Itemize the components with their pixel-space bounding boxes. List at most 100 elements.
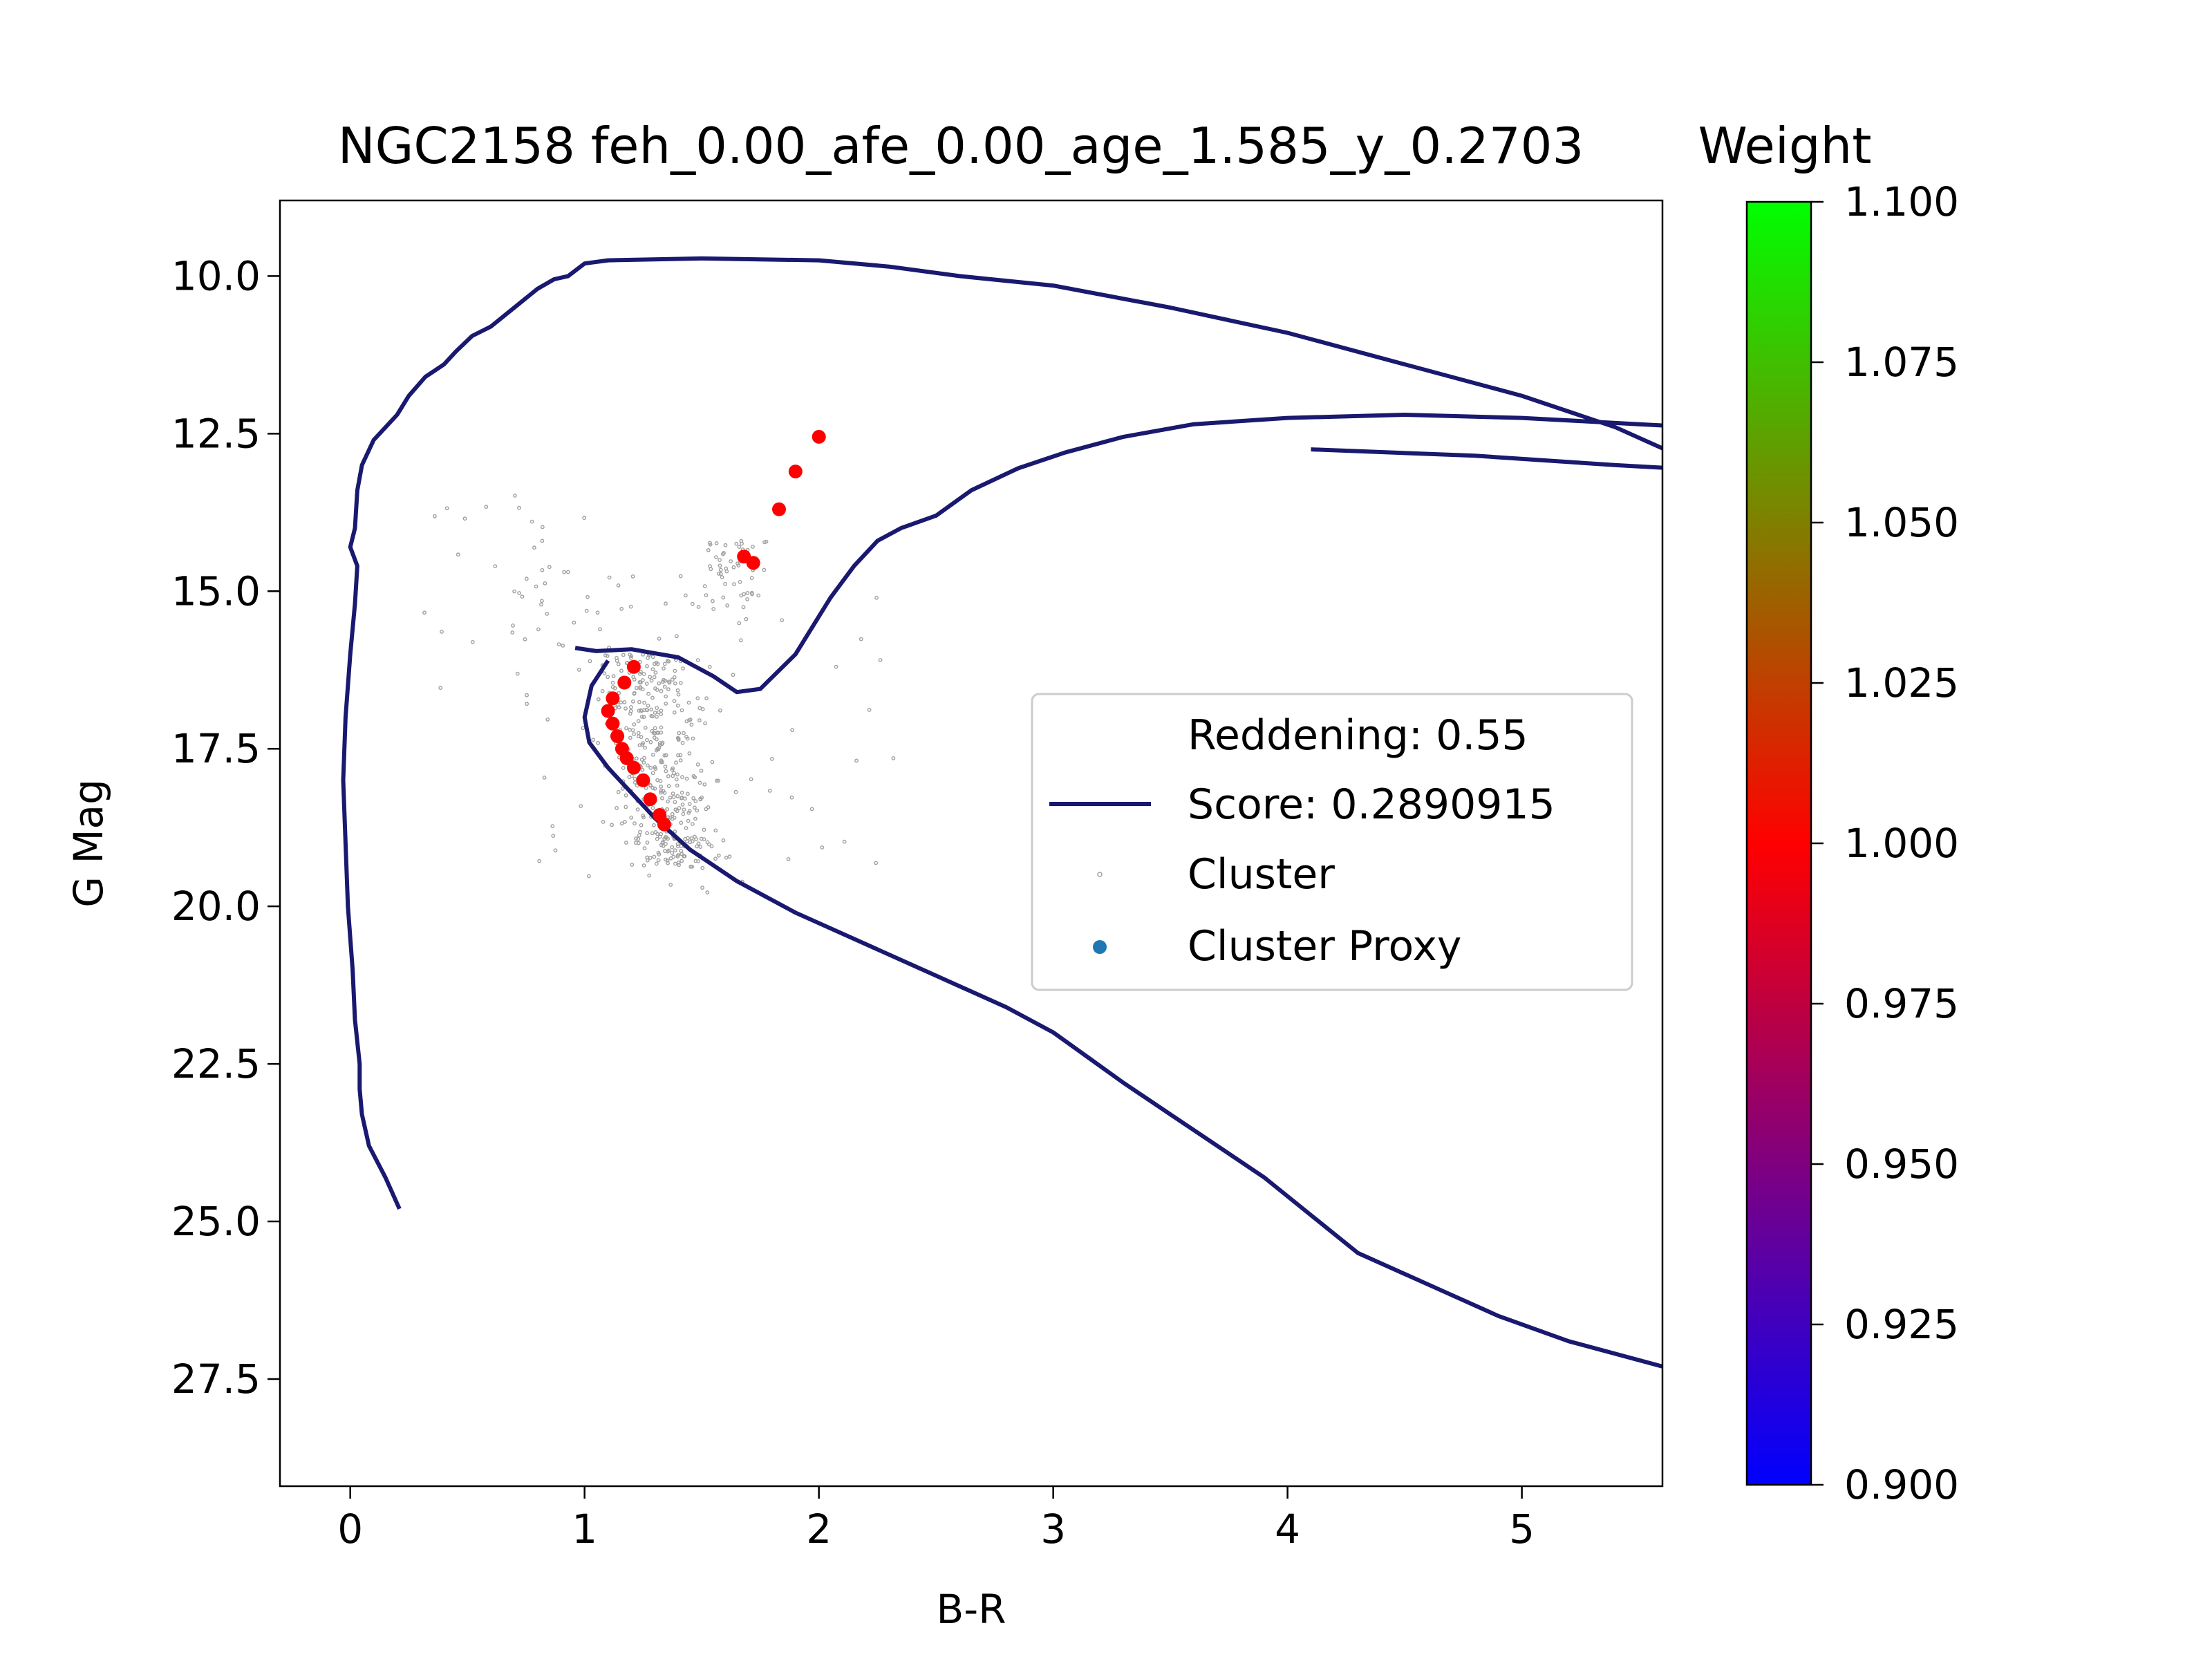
cluster-point (610, 680, 615, 685)
colorbar: Weight 0.900 0.925 0.950 0.975 1.000 1.025 1.0… (1698, 117, 1959, 1508)
cluster-proxy-point (626, 760, 641, 775)
x-tick-label: 2 (806, 1506, 832, 1553)
cluster-point (668, 856, 673, 861)
cluster-point (874, 595, 879, 600)
cluster-point (525, 702, 529, 706)
cluster-point (734, 541, 739, 546)
colorbar-ticks: 0.900 0.925 0.950 0.975 1.000 1.025 1.050 1.075… (1811, 178, 1959, 1508)
cluster-point (551, 834, 556, 838)
cluster-point (444, 506, 449, 511)
colorbar-tick-label: 1.000 (1844, 820, 1959, 867)
cluster-point (648, 740, 653, 744)
cluster-point (675, 842, 680, 847)
cluster-point (646, 763, 650, 768)
cluster-point (695, 808, 700, 813)
cluster-point (433, 514, 437, 518)
cluster-point (679, 849, 684, 853)
cluster-point (714, 541, 719, 545)
cluster-point (710, 760, 715, 765)
cluster-point (655, 688, 659, 692)
cluster-point (679, 708, 684, 713)
cluster-point (653, 767, 658, 771)
cluster-point (733, 789, 738, 794)
isochrone-line (341, 256, 1662, 1210)
cluster-point (584, 608, 589, 613)
cluster-point (691, 736, 695, 741)
cluster-point (693, 816, 697, 821)
cluster-point (658, 834, 662, 839)
colorbar-tick-label: 0.950 (1844, 1141, 1959, 1188)
cluster-point (668, 883, 673, 887)
cluster-point (680, 775, 684, 780)
cluster-point (598, 627, 602, 632)
cluster-point (867, 708, 872, 712)
cluster-point (677, 863, 681, 868)
cluster-point (632, 722, 637, 727)
cluster-point (657, 852, 662, 857)
cluster-point (644, 682, 649, 686)
cluster-point (721, 838, 726, 843)
cluster-proxy-point (626, 659, 641, 674)
cluster-point (731, 565, 736, 570)
isochrone-line (1311, 447, 1662, 470)
cluster-point (780, 618, 785, 623)
cluster-point (652, 675, 657, 679)
cluster-point (675, 783, 679, 788)
cluster-point (532, 545, 536, 550)
y-tick-label: 25.0 (171, 1198, 261, 1245)
cluster-point (524, 577, 529, 581)
isochrone-line (582, 659, 1662, 1369)
x-tick-label: 3 (1040, 1506, 1066, 1553)
cluster-point (534, 584, 538, 589)
cluster-point (650, 831, 655, 836)
cluster-point (723, 581, 728, 586)
cluster-point (704, 696, 709, 701)
cluster-point (657, 681, 662, 686)
cluster-point (678, 574, 683, 579)
cluster-point (652, 823, 656, 827)
cluster-point (670, 677, 675, 682)
cluster-point (545, 718, 550, 722)
cluster-point (640, 767, 644, 772)
cluster-point (630, 728, 635, 733)
colorbar-gradient (1745, 200, 1812, 1486)
cluster-point (619, 606, 624, 611)
cluster-point (666, 799, 670, 804)
cluster-point (707, 664, 712, 669)
cluster-point (634, 686, 639, 691)
cluster-point (595, 610, 600, 615)
cluster-point (529, 519, 534, 524)
cluster-point (706, 548, 711, 552)
cluster-point (859, 637, 863, 641)
cluster-point (547, 565, 552, 570)
cluster-point (616, 789, 621, 794)
cluster-point (713, 856, 718, 861)
cluster-point (809, 807, 814, 812)
cluster-point (675, 634, 679, 639)
cluster-point (470, 639, 475, 644)
cluster-point (634, 756, 639, 761)
cluster-point (686, 810, 691, 815)
cluster-point (751, 545, 755, 549)
cluster-point (749, 777, 753, 782)
cluster-point (762, 568, 767, 572)
colorbar-tick-label: 1.075 (1844, 339, 1959, 386)
cluster-point (600, 688, 605, 693)
cluster-point (695, 844, 699, 849)
cluster-point (687, 718, 691, 722)
legend-entry-reddening: Reddening: 0.55 (1188, 711, 1528, 760)
cluster-point (616, 583, 621, 588)
x-axis-label: B-R (936, 1586, 1006, 1633)
cluster-point (699, 769, 704, 773)
cluster-point (650, 714, 655, 719)
cluster-point (724, 855, 729, 860)
cluster-point (659, 688, 664, 693)
cluster-point (632, 691, 637, 696)
cluster-point (682, 854, 687, 859)
colorbar-tick-label: 1.025 (1844, 659, 1959, 706)
cluster-proxy-point (610, 729, 625, 743)
x-tick-label: 5 (1509, 1506, 1535, 1553)
cluster-point (676, 753, 680, 758)
isochrone-series (341, 256, 1662, 1369)
cluster-proxy-point (601, 704, 615, 718)
